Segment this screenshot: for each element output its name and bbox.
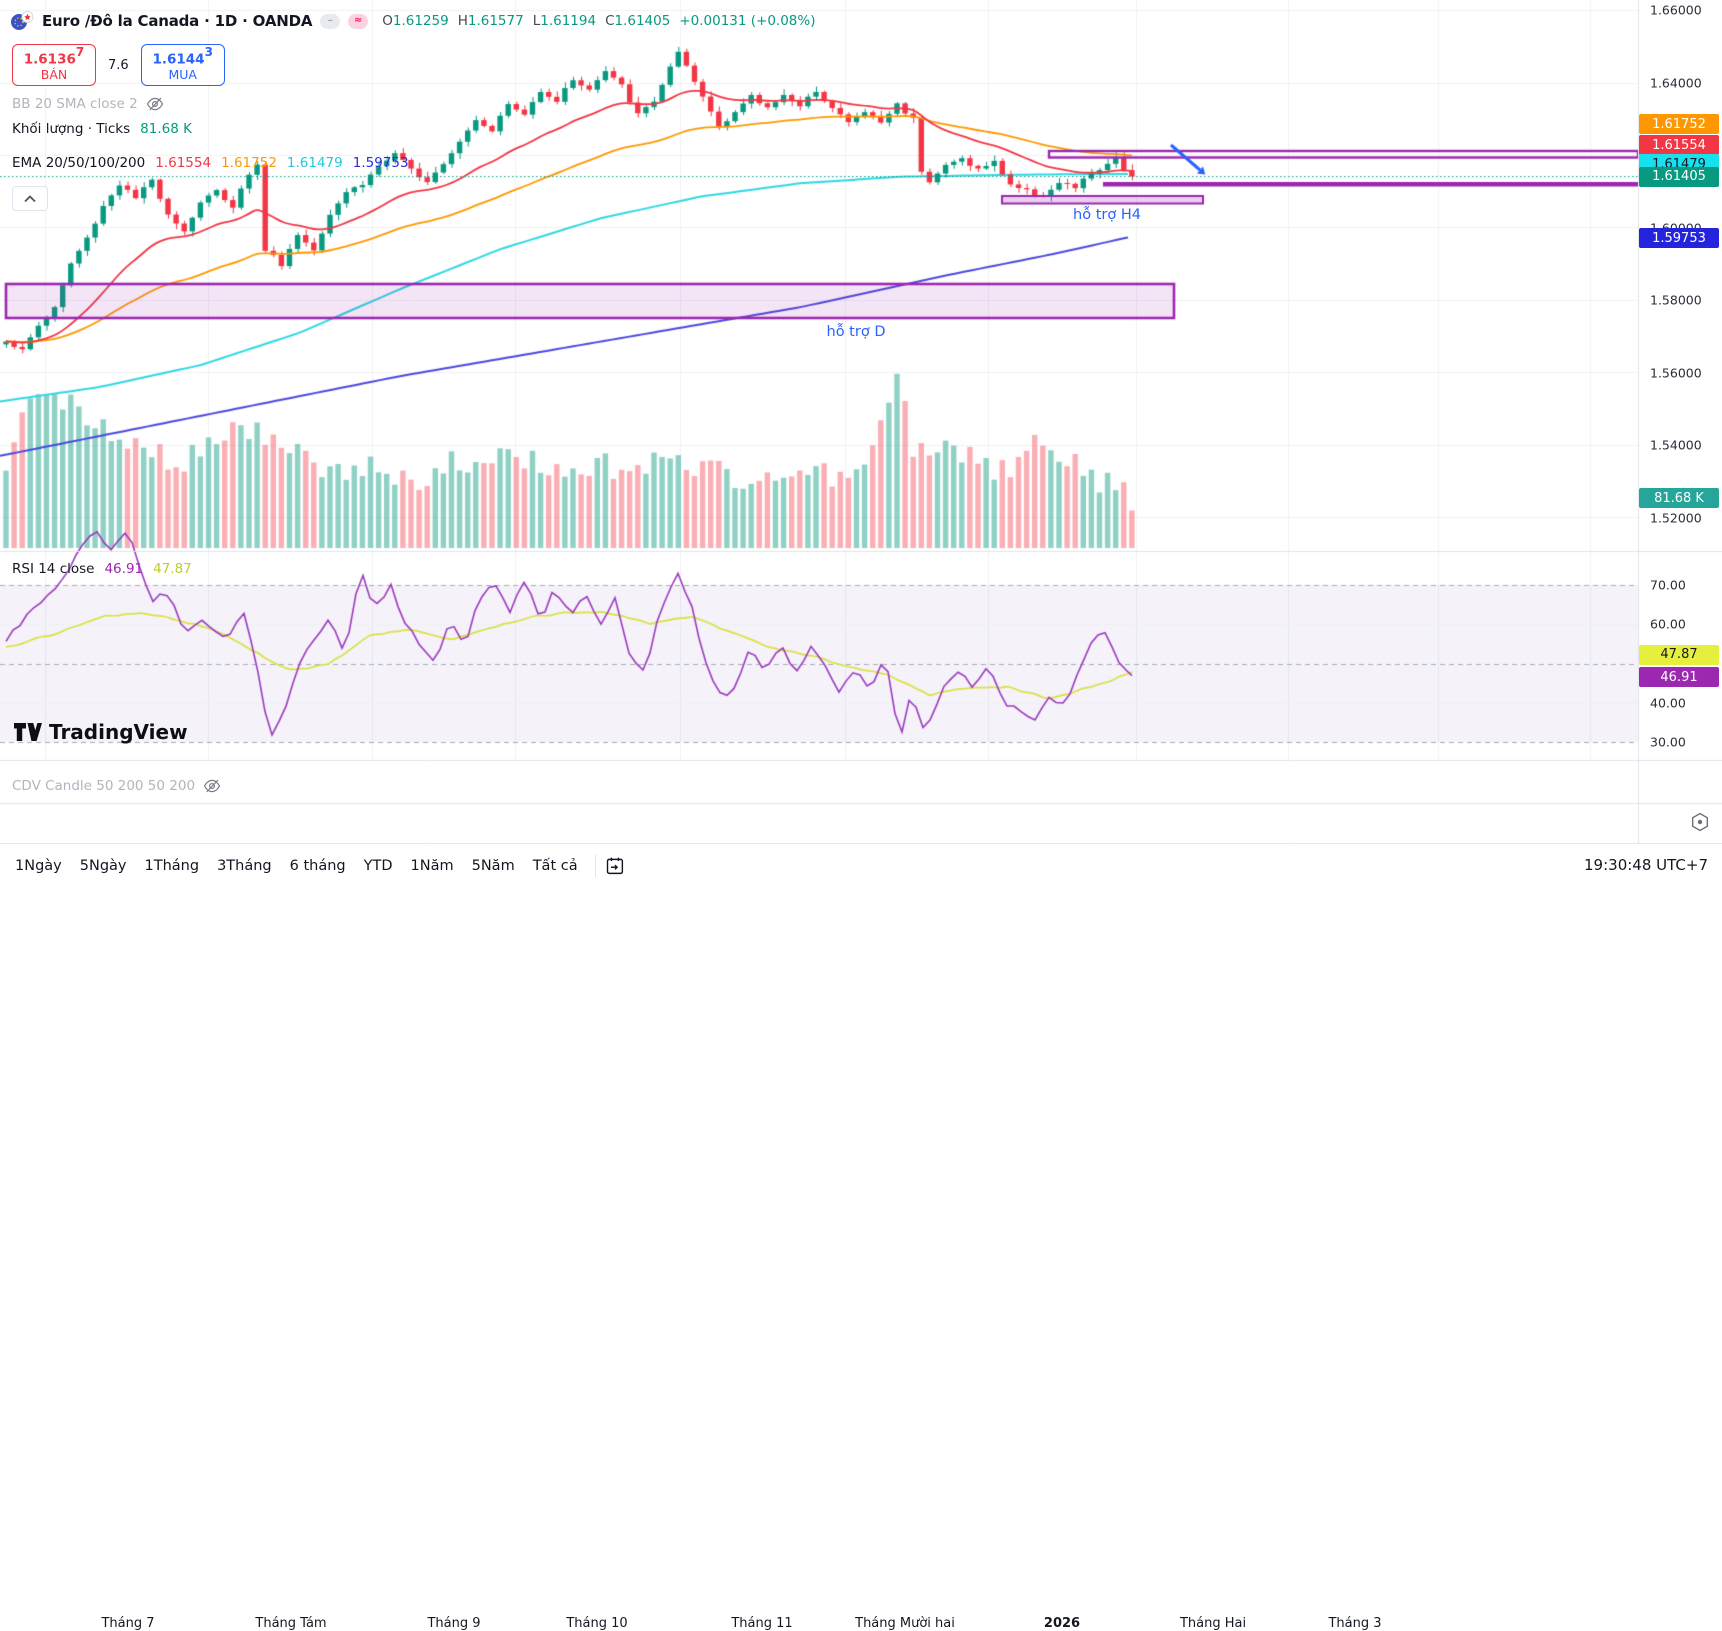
close-value: 1.61405 [614, 13, 671, 29]
range-button-YTD[interactable]: YTD [363, 857, 393, 874]
legend-volume: Khối lượng · Ticks 81.68 K [12, 121, 192, 137]
status-pill-approx[interactable]: ≈ [348, 13, 369, 29]
time-axis-label: Tháng 9 [427, 1616, 481, 1631]
rsi-tick: 70.00 [1650, 577, 1686, 593]
status-pill-minus[interactable]: – [320, 13, 341, 29]
symbol-flags-icon [10, 11, 34, 31]
legend-cdv: CDV Candle 50 200 50 200 [12, 777, 221, 795]
trade-buttons: 1.61367 BÁN 7.6 1.61443 MUA [12, 44, 225, 86]
price-tick: 1.64000 [1650, 75, 1702, 90]
tradingview-watermark: TradingView [14, 720, 188, 744]
range-button-1Năm[interactable]: 1Năm [410, 857, 454, 874]
support-d-label[interactable]: hỗ trợ D [826, 324, 886, 340]
low-value: 1.61194 [540, 13, 597, 29]
range-button-5Ngày[interactable]: 5Ngày [79, 857, 127, 874]
support-h4-label[interactable]: hỗ trợ H4 [1073, 207, 1141, 223]
symbol-header: Euro /Đô la Canada · 1D · OANDA – ≈ O1.6… [10, 11, 816, 31]
price-label-1.61752: 1.61752 [1639, 114, 1719, 135]
time-axis[interactable]: Tháng 7 Tháng Tám Tháng 9 Tháng 10 Tháng 11 T… [0, 803, 1722, 1631]
toolbar-divider [594, 854, 596, 877]
ema200-value: 1.59753 [352, 155, 409, 171]
time-axis-label: Tháng 11 [731, 1616, 793, 1631]
time-axis-label: Tháng Hai [1179, 1616, 1247, 1631]
change-value: +0.00131 (+0.08%) [679, 13, 816, 29]
rsi-tick: 40.00 [1650, 695, 1686, 711]
time-axis-label: Tháng 7 [101, 1616, 155, 1631]
price-chart-canvas[interactable] [0, 0, 1722, 887]
high-value: 1.61577 [467, 13, 524, 29]
price-scale[interactable]: 1.660001.640001.600001.580001.560001.540… [0, 0, 1722, 843]
spread-value: 7.6 [108, 57, 129, 73]
rsi-legend-label[interactable]: RSI 14 close [12, 561, 95, 577]
legend-rsi: RSI 14 close 46.91 47.87 [12, 561, 192, 577]
eye-off-icon[interactable] [146, 95, 164, 113]
ema100-value: 1.61479 [286, 155, 343, 171]
price-label-1.61405: 1.61405 [1639, 166, 1719, 187]
volume-legend-label[interactable]: Khối lượng · Ticks [12, 121, 131, 137]
time-axis-label: 2026 [1043, 1616, 1081, 1631]
price-label-1.61554: 1.61554 [1639, 135, 1719, 156]
time-axis-label: Tháng Mười hai [855, 1616, 955, 1631]
clock-utc-label[interactable]: 19:30:48 UTC+7 [1584, 856, 1708, 874]
time-axis-label: Tháng 10 [566, 1616, 628, 1631]
price-tick: 1.58000 [1650, 292, 1702, 308]
ema50-value: 1.61752 [221, 155, 277, 171]
bb-legend-label[interactable]: BB 20 SMA close 2 [12, 96, 138, 112]
ohlc-values: O1.61259 H1.61577 L1.61194 C1.61405 +0.0… [382, 13, 816, 29]
range-button-1Tháng[interactable]: 1Tháng [144, 857, 200, 874]
collapse-legend-button[interactable] [12, 186, 48, 211]
symbol-title[interactable]: Euro /Đô la Canada · 1D · OANDA [42, 12, 313, 30]
time-axis-label: Tháng Tám [255, 1616, 327, 1631]
range-button-3Tháng[interactable]: 3Tháng [217, 857, 272, 874]
go-to-date-button[interactable] [604, 855, 625, 876]
range-button-6-tháng[interactable]: 6 tháng [289, 857, 346, 874]
rsi-ma-value: 47.87 [153, 561, 192, 577]
tradingview-logo-icon [14, 722, 42, 742]
price-tick: 1.66000 [1650, 2, 1702, 18]
eye-off-icon[interactable] [203, 777, 221, 795]
rsi-tick: 30.00 [1650, 734, 1686, 750]
cdv-legend-label[interactable]: CDV Candle 50 200 50 200 [12, 778, 196, 794]
range-button-Tất-cả[interactable]: Tất cả [532, 857, 578, 874]
rsi-label-47.87: 47.87 [1639, 644, 1719, 665]
price-tick: 1.56000 [1650, 365, 1702, 380]
range-button-5Năm[interactable]: 5Năm [471, 857, 515, 874]
ema20-value: 1.61554 [155, 155, 212, 171]
bottom-toolbar: 1Ngày 5Ngày 1Tháng 3Tháng 6 tháng YTD 1Năm 5Năm… [0, 844, 1722, 887]
volume-legend-value: 81.68 K [140, 121, 192, 137]
sell-button[interactable]: 1.61367 BÁN [12, 44, 96, 86]
legend-bollinger: BB 20 SMA close 2 [12, 95, 164, 113]
range-button-1Ngày[interactable]: 1Ngày [15, 857, 62, 874]
price-tick: 1.52000 [1650, 510, 1702, 525]
axis-settings-icon[interactable] [1689, 811, 1711, 837]
buy-button[interactable]: 1.61443 MUA [140, 44, 225, 86]
price-tick: 1.54000 [1650, 437, 1702, 453]
price-label-1.59753: 1.59753 [1639, 228, 1719, 248]
watermark-text: TradingView [49, 720, 188, 744]
rsi-value: 46.91 [104, 561, 144, 577]
open-value: 1.61259 [392, 13, 449, 29]
rsi-tick: 60.00 [1650, 616, 1686, 632]
rsi-label-46.91: 46.91 [1639, 667, 1719, 688]
legend-ema: EMA 20/50/100/200 1.61554 1.61752 1.6147… [12, 155, 409, 171]
ema-legend-label[interactable]: EMA 20/50/100/200 [12, 155, 146, 171]
volume-axis-label: 81.68 K [1639, 488, 1719, 508]
time-axis-label: Tháng 3 [1328, 1616, 1382, 1631]
